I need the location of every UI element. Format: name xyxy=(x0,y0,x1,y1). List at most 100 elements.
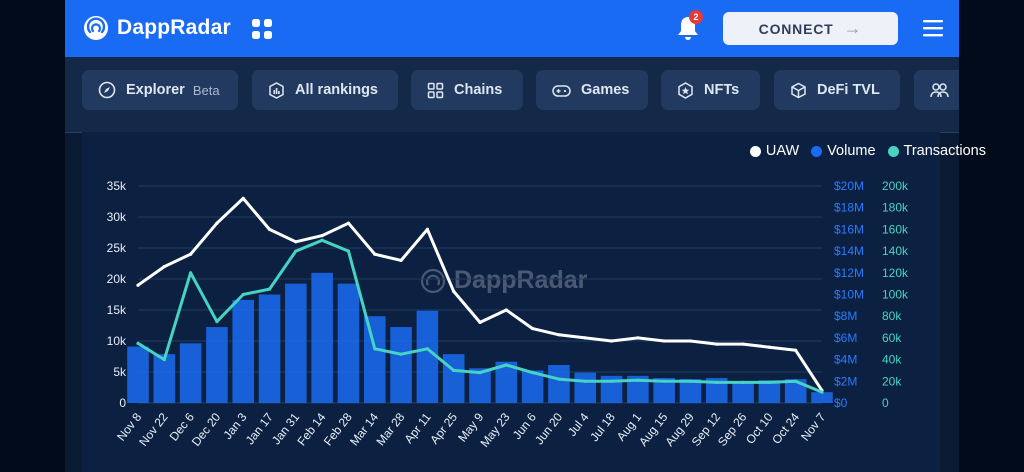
x-tick-label: Sep 26 xyxy=(715,410,750,449)
transactions-point xyxy=(425,347,429,351)
gamepad-icon xyxy=(552,84,571,97)
volume-tick-label: $18M xyxy=(834,201,864,215)
uaw-point xyxy=(267,227,272,231)
transactions-point xyxy=(583,379,587,383)
brand-logo[interactable]: DappRadar xyxy=(83,15,231,41)
x-tick-label: Mar 28 xyxy=(373,410,407,448)
nav-item-nfts[interactable]: NFTs xyxy=(661,70,760,110)
volume-tick-label: $8M xyxy=(834,309,857,323)
uaw-point xyxy=(241,196,245,200)
uaw-point xyxy=(504,308,508,312)
arrow-right-icon: → xyxy=(843,18,863,38)
legend-item-transactions[interactable]: Transactions xyxy=(887,143,986,159)
transactions-point xyxy=(346,249,351,253)
uaw-point xyxy=(346,221,351,225)
people-icon xyxy=(930,82,949,97)
transactions-tick-label: 200k xyxy=(882,179,909,193)
watermark: DappRadar xyxy=(420,266,587,295)
volume-bar xyxy=(153,354,176,403)
nav-item-defi-tvl[interactable]: DeFi TVL xyxy=(774,70,900,110)
volume-tick-label: $4M xyxy=(834,353,857,367)
volume-tick-label: $2M xyxy=(834,374,857,388)
transactions-point xyxy=(531,371,535,375)
uaw-point xyxy=(715,342,719,346)
transactions-tick-label: 100k xyxy=(882,288,909,302)
transactions-tick-label: 60k xyxy=(882,331,902,345)
volume-bars xyxy=(127,272,833,403)
volume-tick-label: $14M xyxy=(834,244,864,258)
legend-item-uaw[interactable]: UAW xyxy=(749,143,799,159)
legend-dot xyxy=(749,145,761,157)
legend-dot xyxy=(811,145,823,157)
apps-grid-icon[interactable] xyxy=(251,18,273,40)
transactions-tick-label: 140k xyxy=(882,244,909,258)
uaw-point xyxy=(320,234,324,238)
volume-tick-label: $6M xyxy=(834,331,857,345)
x-tick-label: Apr 25 xyxy=(427,410,460,447)
beta-tag: Beta xyxy=(192,82,220,98)
uaw-point xyxy=(794,348,798,352)
nav-item-more[interactable] xyxy=(914,70,959,110)
transactions-point xyxy=(189,271,193,275)
uaw-point xyxy=(583,336,587,340)
x-tick-label: Nov 22 xyxy=(136,410,171,449)
volume-bar xyxy=(574,372,597,403)
volume-tick-label: $16M xyxy=(834,222,864,236)
transactions-tick-label: 120k xyxy=(882,266,909,280)
transactions-point xyxy=(688,379,693,383)
volume-bar xyxy=(390,327,412,403)
nav-item-chains[interactable]: Chains xyxy=(411,70,523,110)
volume-bar xyxy=(206,327,228,403)
nav-item-explorer[interactable]: Explorer Beta xyxy=(82,70,238,110)
uaw-point xyxy=(162,265,166,269)
nav-item-games[interactable]: Games xyxy=(536,70,648,110)
transactions-point xyxy=(741,380,745,384)
transactions-point xyxy=(767,380,771,384)
uaw-tick-label: 20k xyxy=(107,272,127,286)
chains-icon xyxy=(427,82,444,98)
uaw-tick-label: 30k xyxy=(107,210,127,224)
uaw-point xyxy=(136,283,140,287)
volume-tick-label: $12M xyxy=(834,266,864,280)
nft-icon xyxy=(678,81,693,99)
series-lines xyxy=(136,196,824,394)
transactions-tick-label: 40k xyxy=(882,353,902,367)
transactions-point xyxy=(662,379,666,383)
nav-item-label: Games xyxy=(581,82,630,98)
transactions-point xyxy=(636,378,640,382)
transactions-tick-label: 20k xyxy=(882,374,902,388)
uaw-point xyxy=(478,320,482,324)
uaw-point xyxy=(741,342,745,346)
dappradar-logo-icon xyxy=(84,16,108,40)
legend-item-volume[interactable]: Volume xyxy=(811,143,876,159)
transactions-tick-label: 0 xyxy=(882,396,889,410)
brand-name: DappRadar xyxy=(117,16,231,39)
connect-label: CONNECT xyxy=(758,20,834,37)
transactions-point xyxy=(320,238,324,242)
volume-bar xyxy=(442,354,465,403)
cube-icon xyxy=(791,82,806,98)
volume-bar xyxy=(521,370,544,403)
volume-bar xyxy=(732,381,754,403)
connect-button[interactable]: CONNECT → xyxy=(723,12,898,45)
transactions-point xyxy=(294,249,298,253)
nav-item-label: Chains xyxy=(454,82,503,98)
volume-bar xyxy=(679,379,702,403)
watermark-text: DappRadar xyxy=(454,266,588,294)
chart-legend: UAW Volume Transactions xyxy=(749,143,986,159)
volume-bar xyxy=(258,294,281,403)
top-bar: DappRadar 2 CONNECT → xyxy=(65,0,959,57)
volume-bar xyxy=(363,316,386,403)
nav-item-label: NFTs xyxy=(704,82,740,98)
uaw-point xyxy=(399,258,403,262)
transactions-point xyxy=(715,380,719,384)
nav-item-all-rankings[interactable]: All rankings xyxy=(252,70,398,110)
nav-item-label: All rankings xyxy=(295,82,378,98)
nav-item-label: Explorer xyxy=(126,82,185,98)
uaw-point xyxy=(189,252,193,256)
volume-bar xyxy=(627,375,649,403)
transactions-point xyxy=(215,320,219,324)
uaw-tick-label: 0 xyxy=(119,396,126,410)
uaw-point xyxy=(609,339,614,343)
hamburger-menu-icon[interactable] xyxy=(923,19,943,37)
